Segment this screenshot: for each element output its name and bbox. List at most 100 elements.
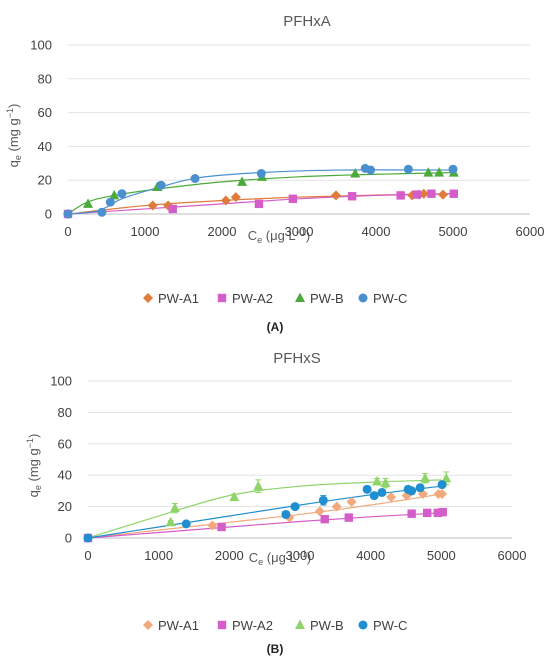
data-point-pw-b: [350, 167, 361, 178]
data-point-pw-a1: [330, 190, 341, 201]
y-tick-label: 80: [58, 405, 72, 420]
x-tick-label: 0: [84, 548, 91, 563]
data-point-pw-c: [83, 533, 93, 543]
x-tick-label: 0: [64, 224, 71, 239]
data-point-pw-c: [117, 189, 127, 199]
data-point-pw-a1: [437, 189, 448, 200]
data-point-pw-a2: [396, 191, 405, 200]
data-point-pw-c: [403, 164, 413, 174]
data-point-pw-c: [97, 207, 107, 217]
data-point-pw-c: [63, 209, 73, 219]
data-point-pw-a2: [423, 508, 432, 518]
data-point-pw-b: [109, 189, 120, 200]
data-point-pw-a2: [320, 514, 329, 524]
data-point-pw-b: [169, 502, 180, 513]
data-point-pw-a1: [207, 520, 218, 531]
x-tick-label: 3000: [285, 224, 314, 239]
x-axis-title: Ce (μg L−1): [249, 549, 312, 567]
data-points: [83, 471, 452, 543]
data-point-pw-c: [190, 174, 200, 184]
data-point-pw-b: [420, 472, 431, 483]
data-point-pw-a2: [407, 509, 416, 518]
x-tick-label: 2000: [208, 224, 237, 239]
x-tick-label: 1000: [144, 548, 173, 563]
data-point-pw-c: [369, 491, 379, 501]
grid: [88, 380, 512, 539]
data-point-pw-b: [253, 480, 264, 491]
data-point-pw-c: [362, 484, 372, 494]
x-tick-label: 6000: [516, 224, 545, 239]
grid: [68, 44, 530, 215]
legend-label: PW-B: [310, 618, 344, 633]
data-point-pw-c: [256, 168, 266, 178]
data-point-pw-b: [165, 516, 176, 527]
x-axis-title: Ce (μg L−1): [248, 227, 311, 245]
y-tick-label: 100: [50, 374, 72, 389]
legend-marker-pw-a1: [143, 293, 153, 303]
legend-marker-pw-a2: [217, 620, 227, 630]
trend-line-pw-b: [67, 171, 454, 215]
legend-marker-pw-c: [358, 620, 368, 630]
data-point-pw-a1: [418, 188, 429, 199]
x-tick-label: 1000: [131, 224, 160, 239]
data-point-pw-a2: [217, 522, 226, 532]
data-point-pw-c: [366, 165, 376, 175]
legend-label: PW-C: [373, 291, 407, 306]
data-point-pw-a1: [386, 492, 397, 503]
y-tick-label: 60: [38, 105, 52, 120]
chart-title: PFHxA: [283, 13, 331, 30]
y-axis-label: qe (mg g−1): [25, 434, 43, 498]
trend-line-pw-a2: [87, 512, 442, 539]
data-point-pw-b: [237, 176, 248, 186]
data-point-pw-c: [105, 197, 115, 207]
data-point-pw-c: [437, 480, 447, 490]
y-tick-label: 40: [38, 139, 52, 154]
data-point-pw-b: [229, 491, 240, 502]
y-tick-label: 0: [45, 207, 52, 222]
x-axis-label: Ce (μg L−1): [248, 227, 311, 245]
x-tick-label: 5000: [439, 224, 468, 239]
y-axis-title: qe (mg g−1): [5, 104, 23, 168]
chart-panel-a: PFHxA qe (mg g−1) Ce (μg L−1) 0 20 40 60 80 1…: [5, 13, 544, 334]
data-point-pw-a2: [347, 192, 357, 201]
legend-marker-pw-a2: [217, 293, 227, 303]
chart-panel-b: PFHxS qe (mg g−1) Ce (μg L−1) 0 20 40 60 80 1…: [25, 350, 526, 656]
legend-label: PW-A2: [232, 291, 273, 306]
legend-label: PW-A1: [158, 291, 199, 306]
data-point-pw-c: [156, 180, 166, 190]
data-point-pw-a1: [220, 195, 231, 206]
legend-marker-pw-a1: [143, 620, 153, 630]
x-tick-label: 6000: [498, 548, 527, 563]
data-point-pw-a2: [254, 199, 264, 209]
x-tick-label: 4000: [356, 548, 385, 563]
data-point-pw-b: [423, 167, 434, 177]
data-point-pw-a1: [346, 496, 357, 507]
y-tick-label: 60: [58, 436, 72, 451]
chart-title: PFHxS: [273, 350, 321, 367]
data-points: [63, 163, 459, 219]
data-point-pw-b: [83, 198, 94, 208]
y-tick-label: 100: [30, 38, 52, 53]
legend: PW-A1 PW-A2 PW-B PW-C: [143, 291, 407, 306]
data-point-pw-a1: [147, 200, 158, 211]
y-axis-title: qe (mg g−1): [25, 434, 43, 498]
y-tick-label: 0: [65, 531, 72, 546]
y-axis-label: qe (mg g−1): [5, 104, 23, 168]
data-point-pw-c: [318, 495, 328, 505]
data-point-pw-a2: [412, 190, 422, 199]
legend-label: PW-A2: [232, 618, 273, 633]
trend-line-pw-c: [87, 485, 442, 539]
legend-marker-pw-b: [295, 619, 305, 629]
data-point-pw-c: [290, 502, 300, 512]
x-tick-label: 2000: [215, 548, 244, 563]
legend-label: PW-B: [310, 291, 344, 306]
data-point-pw-a2: [288, 194, 298, 203]
x-axis-label: Ce (μg L−1): [249, 549, 312, 567]
data-point-pw-b: [372, 475, 383, 486]
x-tick-label: 3000: [286, 548, 315, 563]
data-point-pw-a1: [314, 506, 325, 517]
legend-label: PW-A1: [158, 618, 199, 633]
